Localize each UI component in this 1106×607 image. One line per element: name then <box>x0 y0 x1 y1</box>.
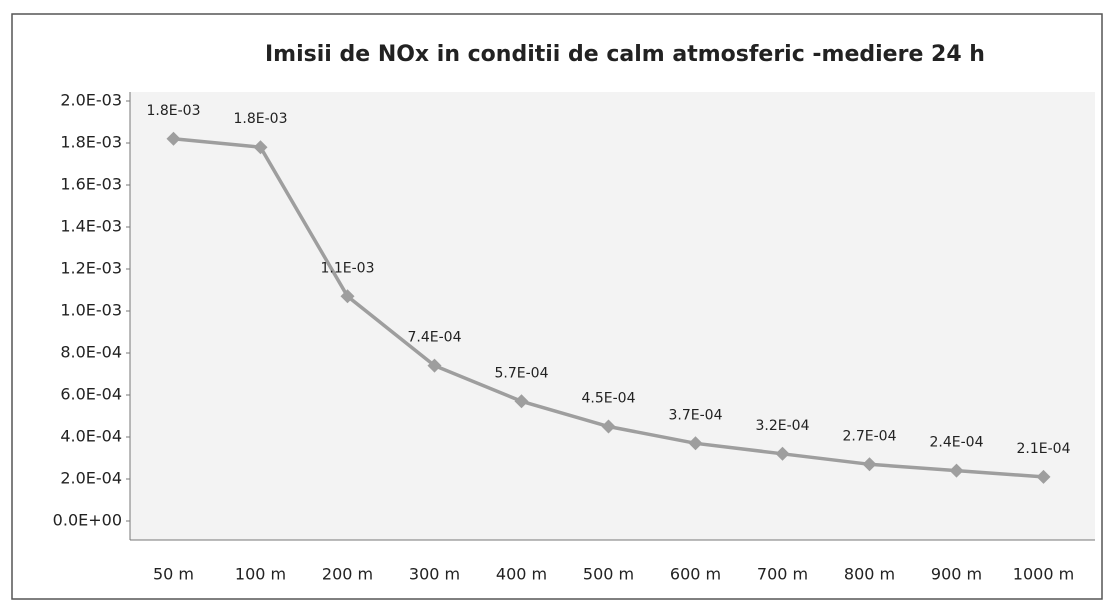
plot-area <box>130 92 1095 540</box>
y-tick-label: 4.0E-04 <box>60 427 122 446</box>
data-label: 1.8E-03 <box>234 111 288 127</box>
y-tick-label: 2.0E-03 <box>60 91 122 110</box>
data-label: 5.7E-04 <box>495 365 549 381</box>
data-point <box>949 463 964 478</box>
x-tick-label: 900 m <box>931 565 982 584</box>
data-point <box>340 289 355 304</box>
data-label: 7.4E-04 <box>408 330 462 346</box>
y-tick-label: 6.0E-04 <box>60 385 122 404</box>
x-tick-label: 200 m <box>322 565 373 584</box>
x-tick-label: 100 m <box>235 565 286 584</box>
y-tick-label: 1.2E-03 <box>60 259 122 278</box>
y-tick-label: 1.4E-03 <box>60 217 122 236</box>
data-point <box>775 446 790 461</box>
x-tick-label: 1000 m <box>1013 565 1074 584</box>
data-label: 4.5E-04 <box>582 391 636 407</box>
y-tick-label: 8.0E-04 <box>60 343 122 362</box>
data-point <box>166 131 181 146</box>
x-tick-label: 50 m <box>153 565 194 584</box>
data-point <box>1036 469 1051 484</box>
data-point <box>514 394 529 409</box>
data-point <box>688 436 703 451</box>
x-tick-label: 300 m <box>409 565 460 584</box>
x-tick-label: 400 m <box>496 565 547 584</box>
data-label: 2.4E-04 <box>930 435 984 451</box>
x-tick-label: 600 m <box>670 565 721 584</box>
y-tick-label: 1.0E-03 <box>60 301 122 320</box>
data-label: 2.1E-04 <box>1017 441 1071 457</box>
data-label: 2.7E-04 <box>843 428 897 444</box>
data-point <box>253 140 268 155</box>
x-tick-label: 800 m <box>844 565 895 584</box>
data-point <box>601 419 616 434</box>
data-label: 1.1E-03 <box>321 260 375 276</box>
data-label: 1.8E-03 <box>147 103 201 119</box>
data-label: 3.2E-04 <box>756 418 810 434</box>
data-point <box>862 457 877 472</box>
data-point <box>427 358 442 373</box>
data-label: 3.7E-04 <box>669 407 723 423</box>
x-tick-label: 500 m <box>583 565 634 584</box>
y-tick-label: 1.6E-03 <box>60 175 122 194</box>
y-tick-label: 2.0E-04 <box>60 469 122 488</box>
y-tick-label: 1.8E-03 <box>60 133 122 152</box>
x-tick-label: 700 m <box>757 565 808 584</box>
chart-title: Imisii de NOx in conditii de calm atmosf… <box>265 42 985 67</box>
y-tick-label: 0.0E+00 <box>53 511 122 530</box>
